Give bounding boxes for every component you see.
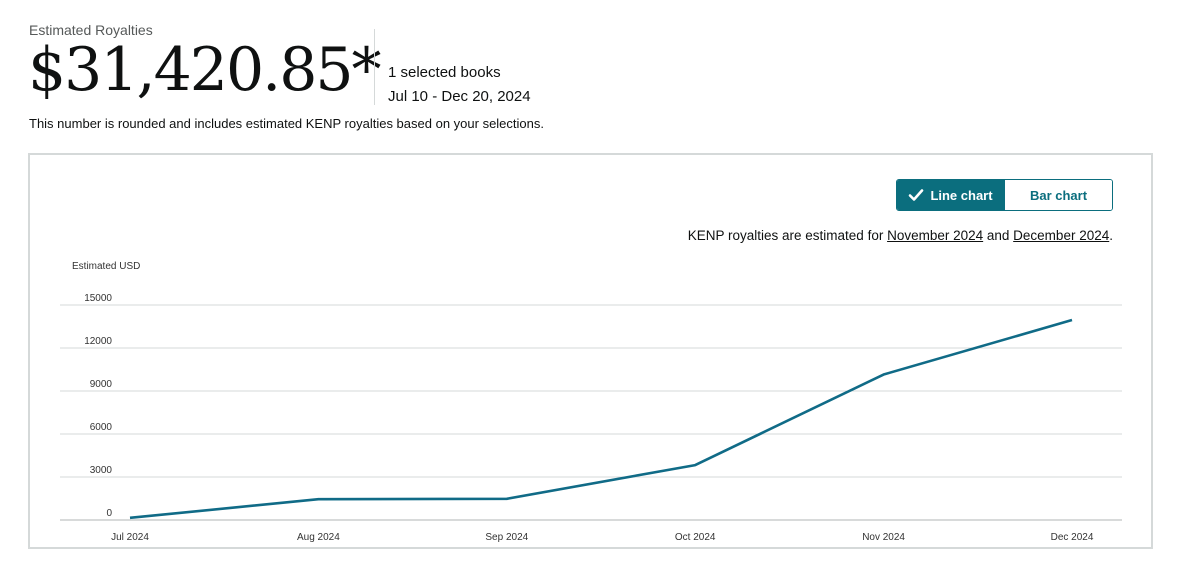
chart-type-toggle: Line chart Bar chart: [896, 179, 1113, 211]
selected-books-count: 1 selected books: [388, 64, 501, 81]
y-tick-label: 6000: [90, 422, 113, 433]
date-range: Jul 10 - Dec 20, 2024: [388, 88, 531, 105]
x-tick-label: Oct 2024: [675, 532, 716, 543]
bar-chart-button[interactable]: Bar chart: [1004, 180, 1112, 210]
x-tick-label: Nov 2024: [862, 532, 905, 543]
november-2024-link[interactable]: November 2024: [887, 228, 984, 243]
x-tick-label: Aug 2024: [297, 532, 340, 543]
estimated-royalties-label: Estimated Royalties: [29, 22, 153, 38]
chart-panel: [28, 153, 1153, 549]
series-line: [129, 318, 1073, 520]
kenp-note-suffix: .: [1109, 228, 1113, 243]
x-tick-label: Jul 2024: [111, 532, 149, 543]
bar-chart-label: Bar chart: [1029, 187, 1088, 203]
x-tick-label: Dec 2024: [1051, 532, 1094, 543]
line-chart-label: Line chart: [930, 187, 993, 203]
kenp-note-prefix: KENP royalties are estimated for: [687, 228, 888, 243]
royalties-amount: $31,420.85*: [28, 35, 382, 105]
y-tick-label: 0: [106, 508, 112, 519]
header-divider: [374, 29, 375, 105]
y-tick-label: 9000: [90, 379, 113, 390]
x-tick-label: Sep 2024: [485, 532, 528, 543]
y-tick-label: 3000: [90, 465, 113, 476]
y-tick-label: 15000: [84, 293, 112, 304]
rounding-note: This number is rounded and includes esti…: [29, 116, 544, 131]
check-icon: [909, 189, 924, 201]
y-axis-label: Estimated USD: [72, 261, 141, 272]
kenp-note-mid: and: [983, 228, 1014, 243]
line-chart-button[interactable]: Line chart: [897, 180, 1004, 210]
y-tick-label: 12000: [84, 336, 112, 347]
kenp-estimate-note: KENP royalties are estimated for Novembe…: [688, 228, 1113, 243]
december-2024-link[interactable]: December 2024: [1013, 228, 1110, 243]
